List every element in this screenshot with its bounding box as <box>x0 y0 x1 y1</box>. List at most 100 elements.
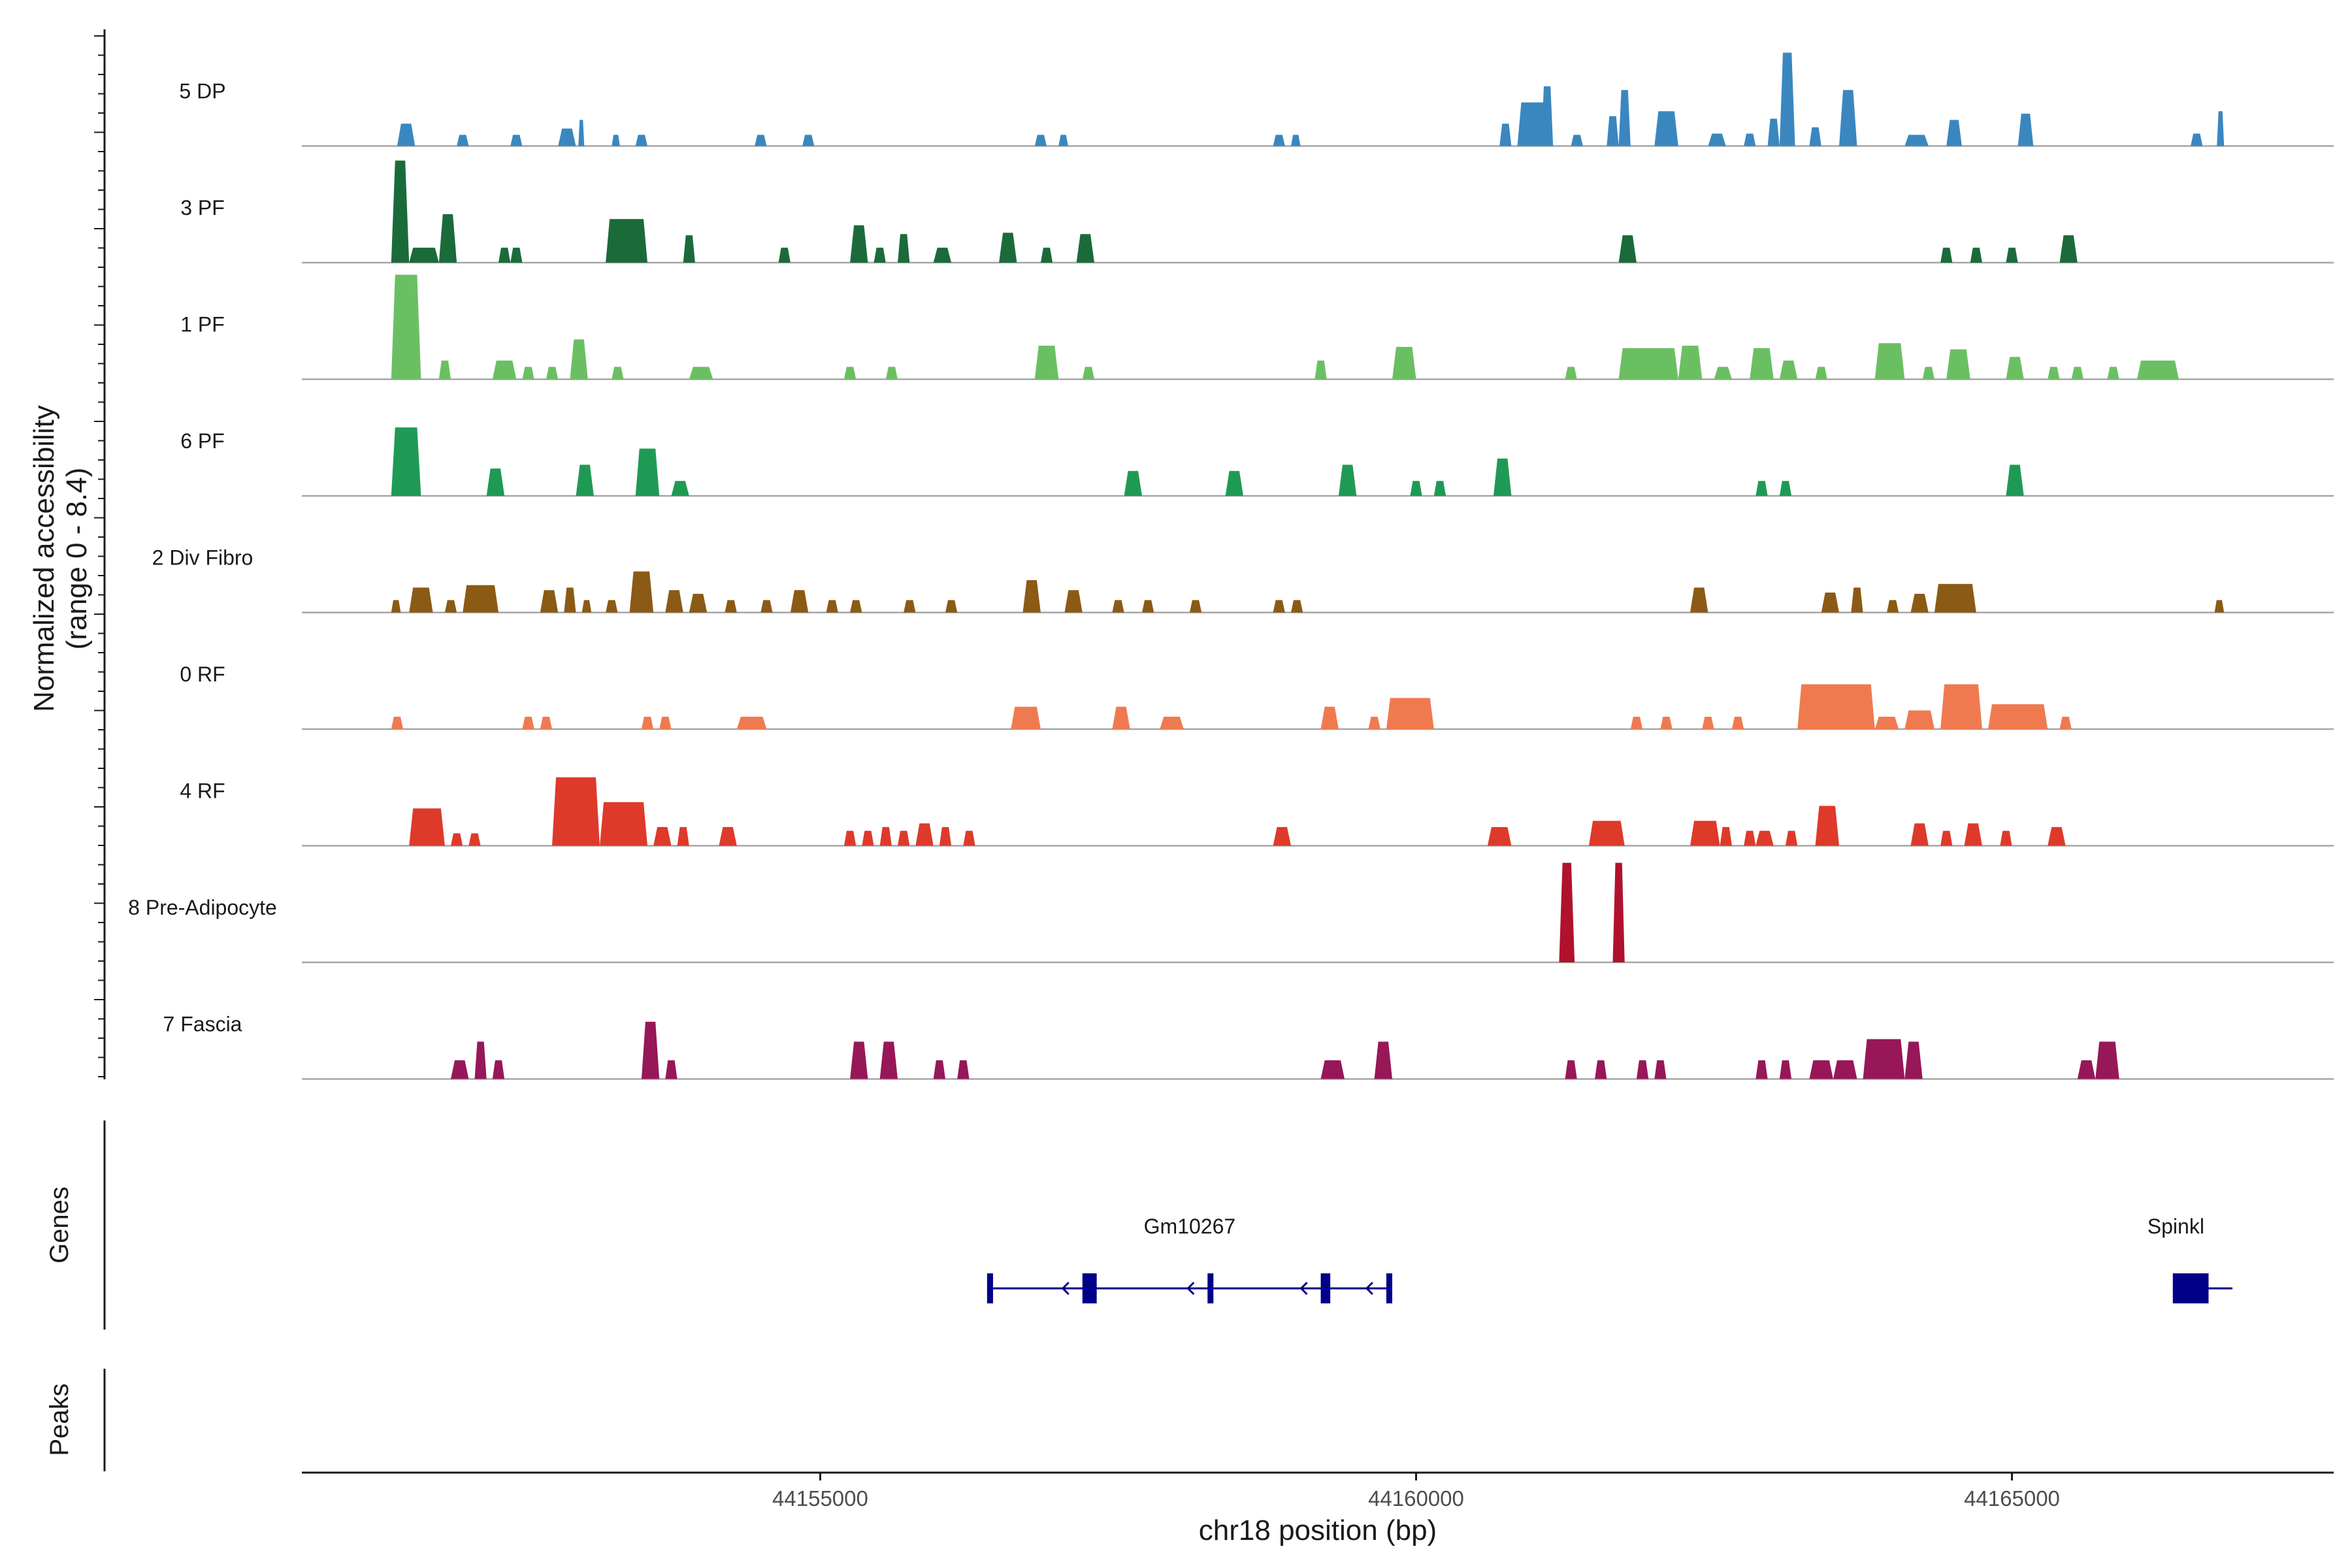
coverage-peak <box>409 808 445 846</box>
coverage-peak <box>945 600 958 613</box>
coverage-peak <box>1714 367 1732 380</box>
coverage-peak <box>2059 717 2072 729</box>
coverage-peak <box>486 468 505 496</box>
coverage-peak <box>1636 1060 1649 1079</box>
coverage-peak <box>2000 830 2012 846</box>
coverage-peak <box>474 1041 487 1079</box>
coverage-peak <box>522 717 534 729</box>
coverage-peak <box>397 123 416 146</box>
coverage-peak <box>1058 135 1068 146</box>
coverage-peak <box>1022 580 1041 613</box>
coverage-peak <box>999 233 1017 263</box>
coverage-peak <box>1112 706 1130 729</box>
coverage-peak <box>1559 862 1575 962</box>
coverage-peak <box>1142 600 1154 613</box>
coverage-peak <box>683 235 695 263</box>
coverage-peak <box>1160 717 1184 729</box>
track-6-pf: 6 PF <box>180 427 2334 497</box>
coverage-peak <box>451 1060 469 1079</box>
coverage-peak <box>492 1060 505 1079</box>
coverage-peak <box>457 135 469 146</box>
coverage-peak <box>939 826 952 846</box>
coverage-peak <box>1494 458 1512 496</box>
coverage-peak <box>933 1060 945 1079</box>
coverage-peak <box>1744 830 1756 846</box>
coverage-peak <box>612 367 624 380</box>
coverage-peak <box>1910 823 1929 846</box>
coverage-peak <box>1273 135 1285 146</box>
gene-name-label: Spinkl <box>2148 1215 2204 1238</box>
coverage-peak <box>778 248 791 263</box>
coverage-peak <box>915 823 934 846</box>
coverage-peak <box>1607 116 1619 146</box>
coverage-peak <box>546 367 559 380</box>
coverage-peak <box>498 248 511 263</box>
track-label: 3 PF <box>180 196 225 220</box>
coverage-peak <box>1368 717 1380 729</box>
coverage-peak <box>1904 710 1935 729</box>
coverage-peak <box>1756 481 1768 496</box>
coverage-peak <box>2059 235 2078 263</box>
coverage-peak <box>1785 830 1798 846</box>
coverage-peak <box>790 590 809 613</box>
coverage-peak <box>1922 367 1935 380</box>
coverage-peak <box>725 600 737 613</box>
coverage-peak <box>2107 367 2119 380</box>
gene-exon <box>1320 1273 1331 1303</box>
coverage-peak <box>451 833 463 846</box>
gene-exon <box>1386 1273 1393 1303</box>
coverage-peak <box>736 717 767 729</box>
coverage-peak <box>1654 111 1678 146</box>
coverage-peak <box>510 135 523 146</box>
strand-arrow <box>1061 1281 1070 1296</box>
coverage-peak <box>963 830 975 846</box>
gene-exon <box>2172 1273 2209 1303</box>
coverage-peak <box>1320 1060 1345 1079</box>
coverage-peak <box>629 571 654 613</box>
coverage-peak <box>659 717 672 729</box>
track-label: 0 RF <box>180 662 225 686</box>
coverage-peak <box>1779 1060 1792 1079</box>
coverage-peak <box>391 600 401 613</box>
coverage-peak <box>1720 826 1732 846</box>
gene-exon <box>1082 1273 1097 1303</box>
coverage-peak <box>898 830 910 846</box>
track-7-fascia: 7 Fascia <box>163 1013 2334 1080</box>
coverage-peak <box>1064 590 1083 613</box>
coverage-peak <box>850 225 868 263</box>
track-4-rf: 4 RF <box>180 777 2334 847</box>
coverage-peak <box>391 427 421 496</box>
coverage-peak <box>2048 367 2060 380</box>
coverage-peak <box>1040 248 1053 263</box>
coverage-peak <box>1708 133 1726 146</box>
coverage-peak <box>635 135 647 146</box>
coverage-peak <box>581 600 592 613</box>
coverage-peak <box>510 248 523 263</box>
coverage-peak <box>391 274 421 380</box>
coverage-peak <box>1541 86 1554 146</box>
coverage-peak <box>1946 120 1962 146</box>
x-axis-title: chr18 position (bp) <box>1199 1514 1437 1546</box>
coverage-peak <box>578 120 585 146</box>
coverage-peak <box>879 826 892 846</box>
coverage-peak <box>874 248 886 263</box>
coverage-peak <box>933 248 952 263</box>
coverage-peak <box>1839 90 1857 146</box>
y-axis-subtitle: (range 0 - 8.4) <box>61 468 93 650</box>
coverage-peak <box>1940 684 1982 729</box>
coverage-peak <box>1660 717 1673 729</box>
coverage-peak <box>957 1060 970 1079</box>
coverage-peak <box>898 234 910 263</box>
coverage-peak <box>1565 1060 1577 1079</box>
coverage-peak <box>1970 248 1982 263</box>
track-label: 5 DP <box>179 80 225 103</box>
coverage-peak <box>564 587 576 613</box>
coverage-peak <box>438 360 451 380</box>
coverage-peak <box>1887 600 1899 613</box>
coverage-peak <box>641 717 654 729</box>
coverage-peak <box>1487 826 1512 846</box>
coverage-peak <box>606 600 618 613</box>
gene-spinkl: Spinkl <box>2148 1215 2232 1303</box>
coverage-peak <box>843 367 857 380</box>
